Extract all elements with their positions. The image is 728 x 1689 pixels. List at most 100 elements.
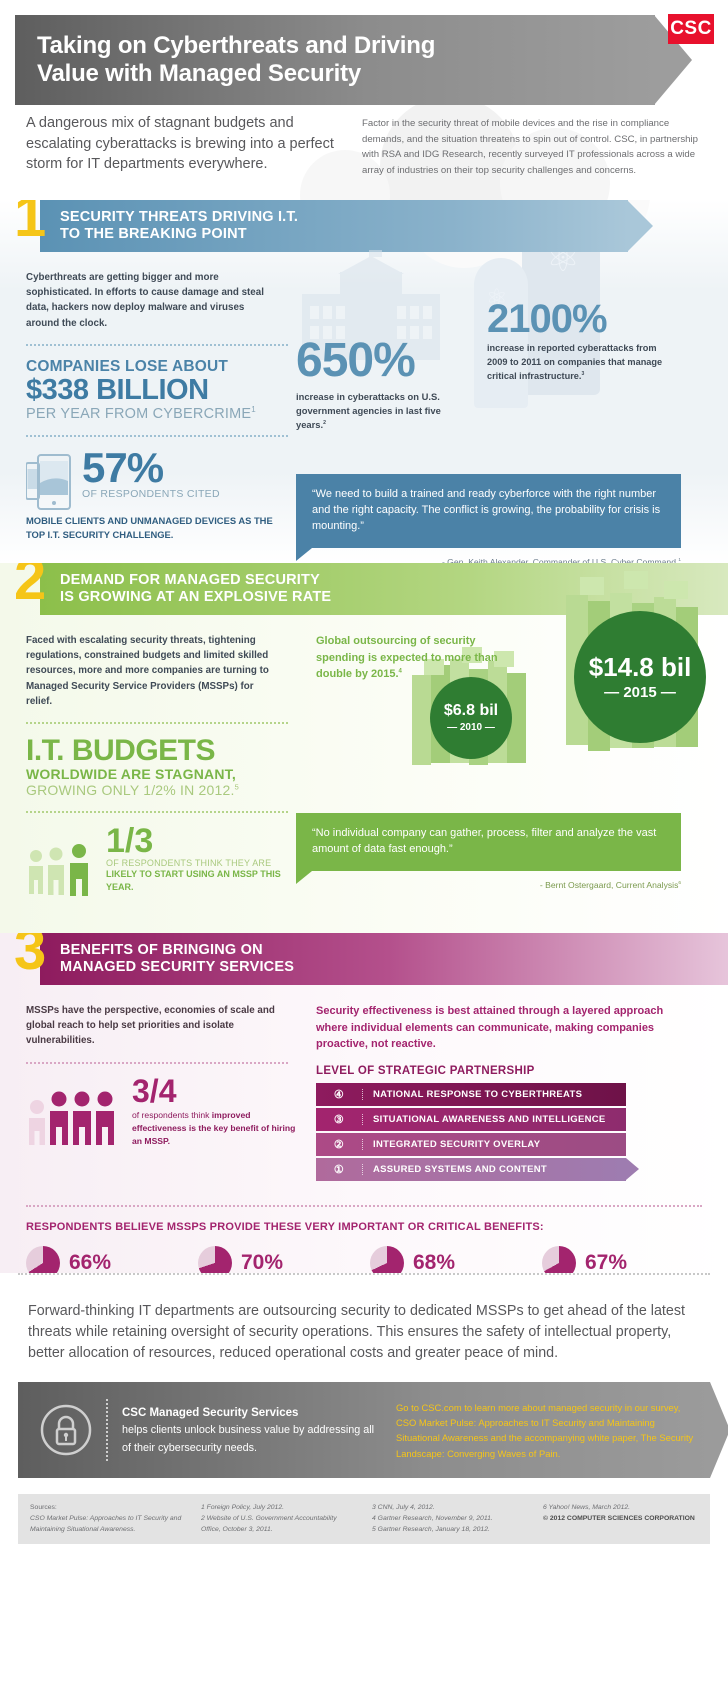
stat-one-third-caption: OF RESPONDENTS THINK THEY ARE xyxy=(106,857,272,868)
section-1-quote-attribution: - Gen. Keith Alexander, Commander of U.S… xyxy=(441,556,681,563)
csc-service-text: CSC Managed Security Services helps clie… xyxy=(122,1404,380,1458)
csc-promo-bar: CSC Managed Security Services helps clie… xyxy=(18,1382,728,1479)
header: Taking on Cyberthreats and Driving Value… xyxy=(0,0,728,200)
stat-650-caption: increase in cyberattacks on U.S. governm… xyxy=(296,390,441,430)
section-1-title-line-1: SECURITY THREATS DRIVING I.T. xyxy=(60,208,299,225)
benefit-item: 67% Cost Reduction xyxy=(542,1245,700,1273)
section-1-right-column: 650% increase in cyberattacks on U.S. go… xyxy=(296,270,702,563)
level-row[interactable]: ① ASSURED SYSTEMS AND CONTENT xyxy=(316,1157,639,1181)
section-1-lead-text: Cyberthreats are getting bigger and more… xyxy=(26,272,264,329)
section-1-title-line-2: TO THE BREAKING POINT xyxy=(60,226,247,242)
section-3: BENEFITS OF BRINGING ON MANAGED SECURITY… xyxy=(0,933,728,1273)
pie-chart-specialized-skills xyxy=(370,1245,404,1273)
source-ref-2: 2 Website of U.S. Government Accountabil… xyxy=(201,1515,337,1533)
sources-footer: Sources: CSO Market Pulse: Approaches to… xyxy=(18,1494,710,1545)
stat-650-percent: 650% increase in cyberattacks on U.S. go… xyxy=(296,337,471,432)
section-2-left-column: Faced with escalating security threats, … xyxy=(26,633,316,901)
section-1-body: Cyberthreats are getting bigger and more… xyxy=(0,252,728,563)
stat-companies-lose: COMPANIES LOSE ABOUT $338 BILLION PER YE… xyxy=(26,358,316,422)
benefit-item: 68% Specialized Skills xyxy=(370,1245,528,1273)
sources-column-1: Sources: CSO Market Pulse: Approaches to… xyxy=(30,1503,185,1535)
section-3-lead-text: MSSPs have the perspective, economies of… xyxy=(26,1005,275,1047)
csc-cta-text[interactable]: Go to CSC.com to learn more about manage… xyxy=(396,1402,694,1459)
benefit-percent: 70% xyxy=(241,1251,284,1273)
white-house-illustration xyxy=(296,250,446,360)
benefits-pie-row: 66% Operational Efficiency 70% Knowledge… xyxy=(26,1245,702,1273)
section-2: DEMAND FOR MANAGED SECURITY IS GROWING A… xyxy=(0,563,728,933)
section-2-number: 2 xyxy=(14,563,47,612)
section-1-left-column: Cyberthreats are getting bigger and more… xyxy=(25,270,316,541)
section-2-title-line-1: DEMAND FOR MANAGED SECURITY xyxy=(60,571,320,588)
section-1-band: SECURITY THREATS DRIVING I.T. TO THE BRE… xyxy=(0,200,728,252)
chart-2010-value: $6.8 bil xyxy=(443,702,499,719)
lock-icon xyxy=(40,1404,92,1456)
benefits-block: RESPONDENTS BELIEVE MSSPS PROVIDE THESE … xyxy=(26,1220,702,1273)
divider xyxy=(26,1204,702,1207)
level-number: ④ xyxy=(333,1088,345,1101)
level-row[interactable]: ② INTEGRATED SECURITY OVERLAY xyxy=(316,1132,626,1156)
closing-statement: Forward-thinking IT departments are outs… xyxy=(28,1303,685,1362)
stat-companies-sub: PER YEAR FROM CYBERCRIME1 xyxy=(26,405,256,423)
divider xyxy=(26,721,288,724)
section-3-right-column: Security effectiveness is best attained … xyxy=(316,1003,702,1183)
section-2-title: DEMAND FOR MANAGED SECURITY IS GROWING A… xyxy=(40,572,331,606)
level-number: ③ xyxy=(333,1113,345,1126)
section-3-title: BENEFITS OF BRINGING ON MANAGED SECURITY… xyxy=(40,942,294,976)
section-1-band-bar: SECURITY THREATS DRIVING I.T. TO THE BRE… xyxy=(40,200,653,252)
stat-one-third-bold: LIKELY TO START USING AN MSSP THIS YEAR. xyxy=(106,868,281,893)
budgets-title: I.T. BUDGETS xyxy=(26,733,216,767)
section-1-number: 1 xyxy=(14,200,47,249)
chart-intro-text: Global outsourcing of security spending … xyxy=(316,635,498,680)
stat-one-third: 1/3 OF RESPONDENTS THINK THEY ARE LIKELY… xyxy=(26,822,316,900)
page-title-line-2: Value with Managed Security xyxy=(37,60,362,87)
section-3-right-intro: Security effectiveness is best attained … xyxy=(316,1005,664,1050)
source-ref-3: 3 CNN, July 4, 2012. xyxy=(372,1504,435,1512)
section-3-band: BENEFITS OF BRINGING ON MANAGED SECURITY… xyxy=(0,933,728,985)
source-ref-5: 5 Gartner Research, January 18, 2012. xyxy=(372,1525,490,1533)
level-number: ① xyxy=(333,1163,345,1176)
pie-chart-operational-efficiency xyxy=(26,1245,60,1273)
divider xyxy=(26,1061,288,1064)
title-banner: Taking on Cyberthreats and Driving Value… xyxy=(15,15,692,105)
atom-icon: ⚛ xyxy=(486,285,508,312)
level-label: NATIONAL RESPONSE TO CYBERTHREATS xyxy=(362,1088,582,1100)
stat-companies-label: COMPANIES LOSE ABOUT xyxy=(26,357,229,375)
stat-three-quarters-caption: of respondents think improved effectiven… xyxy=(132,1109,296,1146)
csc-logo: CSC xyxy=(668,14,714,44)
chart-2010-year: — 2010 — xyxy=(447,722,495,733)
level-number: ② xyxy=(333,1138,345,1151)
section-1: ⚛ ⚛ xyxy=(0,200,728,563)
section-1-quote: “We need to build a trained and ready cy… xyxy=(296,474,681,561)
section-2-quote-attribution: - Bernt Ostergaard, Current Analysis6 xyxy=(539,879,681,890)
stat-57-value: 57% xyxy=(82,444,164,492)
stat-three-quarters: 3/4 of respondents think improved effect… xyxy=(26,1074,316,1150)
source-ref-4: 4 Gartner Research, November 9, 2011. xyxy=(372,1515,493,1522)
section-1-quote-block: “We need to build a trained and ready cy… xyxy=(296,474,681,563)
csc-service-title: CSC Managed Security Services xyxy=(122,1406,299,1419)
level-row[interactable]: ④ NATIONAL RESPONSE TO CYBERTHREATS xyxy=(316,1082,626,1106)
divider xyxy=(26,343,288,346)
stat-57-caption: OF RESPONDENTS CITED xyxy=(82,487,220,500)
chart-label-2015: $14.8 bil — 2015 — xyxy=(574,611,706,743)
section-3-body: MSSPs have the perspective, economies of… xyxy=(0,985,728,1273)
section-3-number: 3 xyxy=(14,933,47,982)
section-2-right-column: Global outsourcing of security spending … xyxy=(296,633,702,901)
divider xyxy=(18,1273,710,1275)
pie-chart-knowledge-share xyxy=(198,1245,232,1273)
level-label: INTEGRATED SECURITY OVERLAY xyxy=(362,1138,540,1150)
benefits-heading: RESPONDENTS BELIEVE MSSPS PROVIDE THESE … xyxy=(26,1220,544,1233)
chart-2015-value: $14.8 bil xyxy=(588,651,692,682)
stat-one-third-value: 1/3 xyxy=(106,822,154,861)
level-label: SITUATIONAL AWARENESS AND INTELLIGENCE xyxy=(362,1113,606,1125)
section-2-quote-block: “No individual company can gather, proce… xyxy=(296,813,681,890)
budgets-line-2: WORLDWIDE ARE STAGNANT, xyxy=(26,766,236,783)
section-3-band-bar: BENEFITS OF BRINGING ON MANAGED SECURITY… xyxy=(40,933,728,985)
level-row[interactable]: ③ SITUATIONAL AWARENESS AND INTELLIGENCE xyxy=(316,1107,626,1131)
sources-column-2: 1 Foreign Policy, July 2012. 2 Website o… xyxy=(201,1503,356,1535)
intro-headline: A dangerous mix of stagnant budgets and … xyxy=(26,115,334,173)
copyright-notice: © 2012 COMPUTER SCIENCES CORPORATION xyxy=(543,1515,695,1522)
section-2-body: Faced with escalating security threats, … xyxy=(0,615,728,901)
stat-companies-value: $338 BILLION xyxy=(26,373,209,406)
benefit-item: 70% Knowledge Share xyxy=(198,1245,356,1273)
level-label: ASSURED SYSTEMS AND CONTENT xyxy=(362,1163,547,1175)
